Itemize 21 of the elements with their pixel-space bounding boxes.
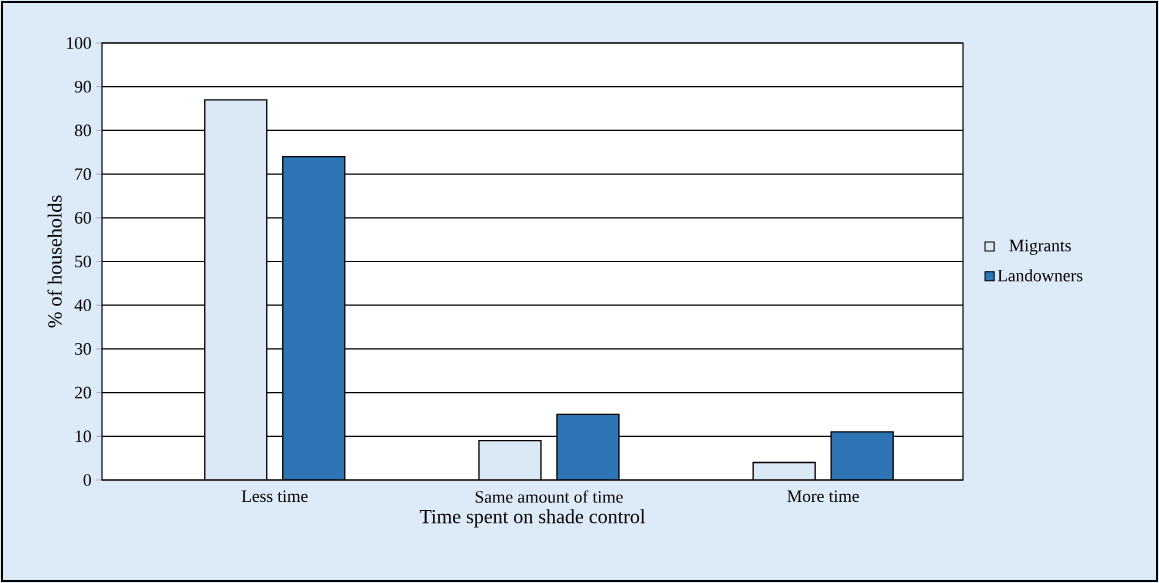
y-tick-label: 30 [75,343,91,355]
x-axis-title: Time spent on shade control [419,509,646,528]
y-tick-label: 80 [74,124,91,137]
legend-label: Migrants [1009,239,1071,255]
y-tick-label: 50 [75,255,91,268]
bar [556,413,620,480]
x-tick-label: More time [787,490,859,503]
bar [830,431,894,480]
y-tick-label: 70 [75,168,91,180]
bar [282,155,346,480]
x-tick-label: Less time [241,490,308,503]
y-axis-title: % of households [47,195,62,328]
y-tick-label: 40 [74,299,91,312]
legend-label: Landowners [997,269,1083,282]
y-tick-label: 60 [75,211,91,224]
y-tick-label: 100 [67,37,91,49]
x-tick-label: Same amount of time [475,490,623,503]
y-tick-label: 10 [75,430,91,443]
y-tick-label: 90 [74,80,91,93]
y-tick-label: 20 [75,386,91,399]
y-tick-label: 0 [83,474,91,486]
